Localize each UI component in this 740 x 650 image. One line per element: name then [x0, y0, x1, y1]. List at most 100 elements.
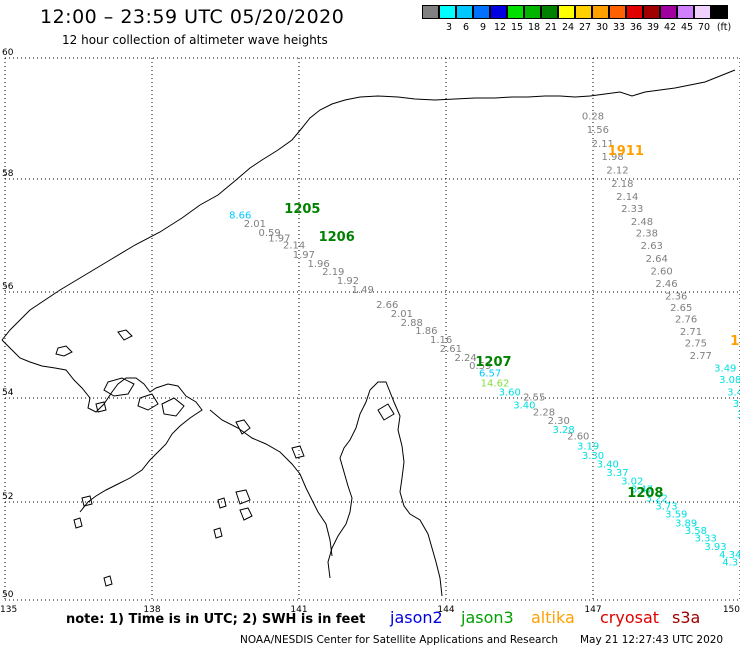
amur-coast [209, 409, 333, 557]
lat-tick-label: 50 [2, 590, 14, 600]
credit-line: NOAA/NESDIS Center for Satellite Applica… [240, 634, 558, 646]
coast-fragment [239, 507, 253, 521]
shantar-island [137, 393, 159, 411]
satellite-legend-jason3: jason3 [461, 608, 514, 627]
wave-height-value: 2.48 [631, 217, 653, 228]
colorbar-tick-label: 27 [578, 22, 592, 33]
coast-inlet [55, 345, 73, 357]
wave-height-tracks: 8.662.010.591.972.141.971.962.191.921.49… [229, 112, 740, 569]
wave-height-value: 1.86 [415, 326, 437, 337]
colorbar-unit: (ft) [716, 22, 732, 33]
wave-height-value: 3.28 [552, 425, 574, 436]
colorbar-tick-label: 36 [629, 22, 643, 33]
colorbar-tick-label: 33 [612, 22, 626, 33]
coast-fragment [81, 495, 93, 507]
wave-height-value: 3.40 [513, 400, 535, 411]
lat-tick-label: 60 [2, 48, 14, 58]
wave-height-value: 3 [737, 410, 740, 421]
colorbar-tick-label: 42 [663, 22, 677, 33]
map-title: 12:00 – 23:59 UTC 05/20/2020 [40, 6, 345, 28]
lon-tick-label: 141 [290, 605, 307, 615]
generation-timestamp: May 21 12:27:43 UTC 2020 [580, 634, 724, 646]
wave-height-value: 3.47 [631, 485, 653, 496]
wave-height-value: 2.60 [650, 266, 672, 277]
lat-tick-label: 52 [2, 492, 13, 502]
wave-height-value: 1.97 [293, 250, 315, 261]
wave-height-value: 2.14 [283, 240, 305, 251]
pass-time-label: 1911 [608, 144, 644, 159]
west-coast [1, 339, 203, 513]
colorbar-tick-label: 6 [462, 22, 470, 33]
lat-tick-label: 54 [2, 388, 14, 398]
colorbar-swatch [422, 5, 439, 19]
wave-height-value: 2.75 [685, 339, 707, 350]
coast-inlet [117, 329, 133, 341]
wave-height-value: 2.11 [592, 139, 614, 150]
pass-time-label: 19 [730, 334, 740, 349]
wave-height-value: 1.92 [337, 276, 359, 287]
colorbar-swatch [626, 5, 643, 19]
wave-height-value: 2.24 [454, 353, 476, 364]
wave-height-value: 3.37 [606, 468, 628, 479]
lon-tick-label: 138 [143, 605, 160, 615]
wave-height-value: 1.98 [601, 152, 623, 163]
coast-fragment [213, 527, 223, 539]
coast-fragment [291, 445, 305, 459]
colorbar-swatch [507, 5, 524, 19]
coast-fragment [103, 575, 113, 587]
wave-height-value: 3.93 [704, 542, 726, 553]
wave-height-value: 2.61 [440, 344, 462, 355]
colorbar-swatch [694, 5, 711, 19]
colorbar-swatch [558, 5, 575, 19]
mainland-coast [1, 69, 736, 341]
colorbar-swatch [490, 5, 507, 19]
wave-height-value: 2.30 [548, 416, 570, 427]
colorbar-swatch [643, 5, 660, 19]
lon-tick-label: 144 [437, 605, 454, 615]
wave-height-value: 0.59 [469, 361, 491, 372]
wave-height-value: 1.56 [587, 125, 609, 136]
wave-height-value: 2.65 [670, 303, 692, 314]
wave-height-value: 3.60 [499, 387, 521, 398]
colorbar-swatch [541, 5, 558, 19]
coast-fragment [235, 489, 251, 505]
axis-labels: 135 138 141 144 147 150 50 52 54 56 58 60 [0, 48, 740, 615]
wave-height-value: 3.30 [582, 451, 604, 462]
colorbar-swatch [575, 5, 592, 19]
wave-height-value: 2.88 [401, 318, 423, 329]
wave-height-value: 2.36 [665, 291, 687, 302]
lon-tick-label: 150 [723, 605, 740, 615]
wave-height-value: 2.14 [616, 192, 638, 203]
coast-fragment [73, 517, 83, 529]
colorbar-tick-label: 45 [680, 22, 694, 33]
wave-height-value: 2.77 [690, 351, 712, 362]
colorbar-swatch [592, 5, 609, 19]
wave-height-value: 2.01 [244, 219, 266, 230]
coastline [1, 69, 736, 597]
lat-tick-label: 56 [2, 282, 14, 292]
colorbar-swatch [456, 5, 473, 19]
colorbar-tick-label: 18 [527, 22, 541, 33]
wave-height-value: 3.49 [714, 364, 736, 375]
wave-height-value: 1.97 [268, 234, 290, 245]
colorbar-swatch [439, 5, 456, 19]
lon-tick-label: 135 [0, 605, 17, 615]
colorbar-tick-label: 3 [445, 22, 453, 33]
wave-height-value: 4.3 [722, 558, 738, 569]
wave-height-value: 3.22 [646, 493, 668, 504]
colorbar-swatch [473, 5, 490, 19]
pass-time-label: 1208 [627, 486, 663, 501]
wave-height-value: 3.40 [597, 460, 619, 471]
colorbar-swatch [677, 5, 694, 19]
coast-fragment [217, 497, 227, 509]
colorbar-swatch [609, 5, 626, 19]
pass-time-label: 1205 [284, 202, 320, 217]
wave-height-value: 0.59 [258, 228, 280, 239]
shantar-island [161, 397, 185, 417]
wave-height-value: 0.28 [582, 112, 604, 123]
wave-height-value: 3.73 [655, 501, 677, 512]
colorbar-tick-label: 12 [493, 22, 507, 33]
colorbar-tick-label: 15 [510, 22, 524, 33]
lat-tick-label: 58 [2, 169, 14, 179]
